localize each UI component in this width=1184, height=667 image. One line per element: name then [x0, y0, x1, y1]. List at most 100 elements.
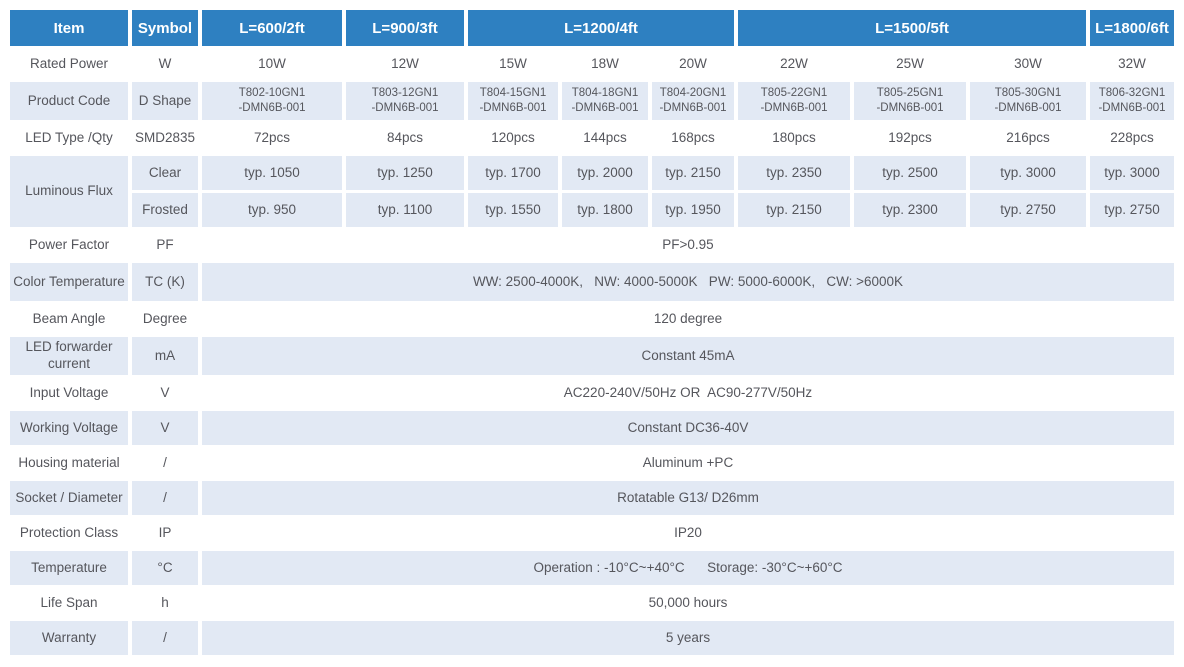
- cell-value: 20W: [679, 55, 707, 71]
- cell-value: Rotatable G13/ D26mm: [202, 481, 1174, 515]
- cell-value: typ. 1050: [202, 156, 342, 190]
- cell-value: typ. 2500: [854, 156, 966, 190]
- cell-value: typ. 1100: [346, 193, 464, 227]
- cell-value: 120pcs: [491, 129, 535, 145]
- table-row-luminous-flux-frosted: Frosted typ. 950 typ. 1100 typ. 1550 typ…: [10, 193, 1174, 227]
- cell-value: typ. 2150: [738, 193, 850, 227]
- cell-value: typ. 1950: [652, 193, 734, 227]
- row-symbol: Clear: [132, 156, 198, 190]
- cell-value: 50,000 hours: [648, 594, 728, 610]
- cell-value: 15W: [499, 55, 527, 71]
- cell-value: 10W: [258, 55, 286, 71]
- cell-value: WW: 2500-4000K, NW: 4000-5000K PW: 5000-…: [202, 263, 1174, 301]
- row-label: Temperature: [10, 551, 128, 585]
- cell-value: 22W: [780, 55, 808, 71]
- cell-value: 18W: [591, 55, 619, 71]
- header-symbol: Symbol: [132, 10, 198, 46]
- header-group-1500: L=1500/5ft: [738, 10, 1086, 46]
- row-symbol: TC (K): [132, 263, 198, 301]
- row-label: Housing material: [18, 454, 120, 470]
- table-row-socket-diameter: Socket / Diameter / Rotatable G13/ D26mm: [10, 481, 1174, 515]
- cell-value: 144pcs: [583, 129, 627, 145]
- cell-value: typ. 1250: [346, 156, 464, 190]
- cell-value: T804-20GN1 -DMN6B-001: [652, 82, 734, 120]
- cell-value: PF>0.95: [662, 236, 714, 252]
- table-row-temperature: Temperature °C Operation : -10°C~+40°C S…: [10, 551, 1174, 585]
- table-row-working-voltage: Working Voltage V Constant DC36-40V: [10, 411, 1174, 445]
- row-label: Power Factor: [28, 236, 110, 252]
- row-symbol: /: [163, 454, 167, 470]
- row-label: LED forwarder current: [10, 337, 128, 375]
- row-label: Working Voltage: [10, 411, 128, 445]
- table-row-rated-power: Rated Power W 10W 12W 15W 18W 20W 22W 25…: [10, 49, 1174, 79]
- cell-value: typ. 3000: [1090, 156, 1174, 190]
- spec-table: Item Symbol L=600/2ft L=900/3ft L=1200/4…: [6, 7, 1178, 658]
- cell-value: typ. 2150: [652, 156, 734, 190]
- header-group-600: L=600/2ft: [202, 10, 342, 46]
- row-label: Luminous Flux: [10, 156, 128, 227]
- cell-value: Aluminum +PC: [642, 454, 734, 470]
- table-row-led-type: LED Type /Qty SMD2835 72pcs 84pcs 120pcs…: [10, 123, 1174, 153]
- row-label: Product Code: [10, 82, 128, 120]
- table-row-beam-angle: Beam Angle Degree 120 degree: [10, 304, 1174, 334]
- cell-value: 228pcs: [1110, 129, 1154, 145]
- row-label: Input Voltage: [29, 384, 109, 400]
- row-label: Rated Power: [29, 55, 109, 71]
- header-group-1800: L=1800/6ft: [1090, 10, 1174, 46]
- row-label: Color Temperature: [10, 263, 128, 301]
- row-symbol: IP: [158, 524, 172, 540]
- cell-value: 5 years: [202, 621, 1174, 655]
- cell-value: AC220-240V/50Hz OR AC90-277V/50Hz: [563, 384, 813, 400]
- cell-value: typ. 1700: [468, 156, 558, 190]
- cell-value: T803-12GN1 -DMN6B-001: [346, 82, 464, 120]
- cell-value: typ. 2300: [854, 193, 966, 227]
- row-symbol: V: [160, 384, 170, 400]
- row-symbol: °C: [132, 551, 198, 585]
- row-symbol: h: [161, 594, 169, 610]
- row-label: Protection Class: [19, 524, 119, 540]
- cell-value: Operation : -10°C~+40°C Storage: -30°C~+…: [202, 551, 1174, 585]
- cell-value: 180pcs: [772, 129, 816, 145]
- row-label: Warranty: [10, 621, 128, 655]
- cell-value: typ. 3000: [970, 156, 1086, 190]
- cell-value: 72pcs: [253, 129, 291, 145]
- header-group-900: L=900/3ft: [346, 10, 464, 46]
- cell-value: typ. 2350: [738, 156, 850, 190]
- cell-value: typ. 1800: [562, 193, 648, 227]
- cell-value: typ. 950: [202, 193, 342, 227]
- row-symbol: Frosted: [132, 193, 198, 227]
- cell-value: IP20: [674, 524, 702, 540]
- table-row-life-span: Life Span h 50,000 hours: [10, 588, 1174, 618]
- row-label: Life Span: [40, 594, 98, 610]
- header-item: Item: [10, 10, 128, 46]
- cell-value: 84pcs: [386, 129, 424, 145]
- table-row-warranty: Warranty / 5 years: [10, 621, 1174, 655]
- row-symbol: D Shape: [132, 82, 198, 120]
- table-row-input-voltage: Input Voltage V AC220-240V/50Hz OR AC90-…: [10, 378, 1174, 408]
- row-symbol: mA: [132, 337, 198, 375]
- table-row-housing-material: Housing material / Aluminum +PC: [10, 448, 1174, 478]
- cell-value: 192pcs: [888, 129, 932, 145]
- header-row: Item Symbol L=600/2ft L=900/3ft L=1200/4…: [10, 10, 1174, 46]
- row-symbol: /: [132, 481, 198, 515]
- cell-value: 12W: [391, 55, 419, 71]
- cell-value: typ. 2000: [562, 156, 648, 190]
- cell-value: T805-22GN1 -DMN6B-001: [738, 82, 850, 120]
- cell-value: 32W: [1118, 55, 1146, 71]
- cell-value: Constant DC36-40V: [202, 411, 1174, 445]
- cell-value: typ. 2750: [970, 193, 1086, 227]
- table-row-led-forwarder-current: LED forwarder current mA Constant 45mA: [10, 337, 1174, 375]
- cell-value: T804-18GN1 -DMN6B-001: [562, 82, 648, 120]
- header-group-1200: L=1200/4ft: [468, 10, 734, 46]
- row-label: LED Type /Qty: [25, 129, 113, 145]
- table-row-luminous-flux-clear: Luminous Flux Clear typ. 1050 typ. 1250 …: [10, 156, 1174, 227]
- row-symbol: W: [158, 55, 172, 71]
- cell-value: typ. 2750: [1090, 193, 1174, 227]
- row-label: Socket / Diameter: [10, 481, 128, 515]
- row-label: Beam Angle: [32, 310, 106, 326]
- table-row-product-code: Product Code D Shape T802-10GN1 -DMN6B-0…: [10, 82, 1174, 120]
- cell-value: 168pcs: [671, 129, 715, 145]
- row-symbol: Degree: [142, 310, 188, 326]
- cell-value: T804-15GN1 -DMN6B-001: [468, 82, 558, 120]
- table-row-protection-class: Protection Class IP IP20: [10, 518, 1174, 548]
